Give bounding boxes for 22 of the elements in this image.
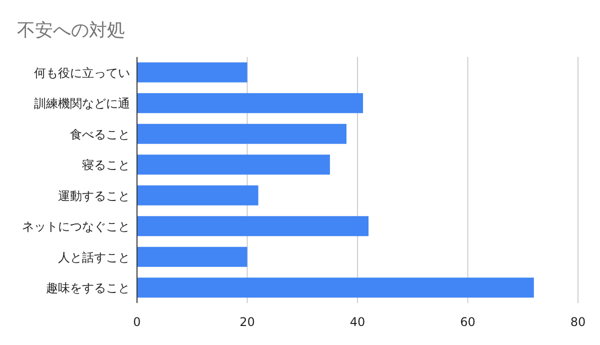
y-tick-label: 寝ること	[82, 158, 130, 172]
x-tick-label: 0	[133, 315, 141, 329]
x-tick-label: 60	[460, 315, 476, 329]
y-tick-label: 食べること	[70, 127, 130, 142]
x-tick-label: 40	[350, 315, 366, 329]
bar	[137, 124, 346, 144]
chart-title: 不安への対処	[17, 20, 125, 41]
bar	[137, 216, 369, 236]
bar	[137, 154, 330, 175]
bar	[137, 185, 258, 206]
y-tick-label: 人と話すこと	[58, 250, 130, 264]
y-tick-label: ネットにつなぐこと	[22, 220, 130, 234]
x-tick-label: 80	[570, 315, 586, 329]
y-tick-label: 訓練機関などに通	[34, 96, 130, 111]
bar	[137, 278, 534, 298]
x-tick-label: 20	[240, 315, 255, 329]
bar	[137, 62, 248, 82]
y-tick-label: 趣味をすること	[46, 281, 130, 296]
bar	[137, 246, 248, 267]
bar	[137, 93, 364, 114]
y-tick-label: 何も役に立ってい	[34, 66, 130, 80]
y-tick-label: 運動すること	[58, 188, 130, 203]
